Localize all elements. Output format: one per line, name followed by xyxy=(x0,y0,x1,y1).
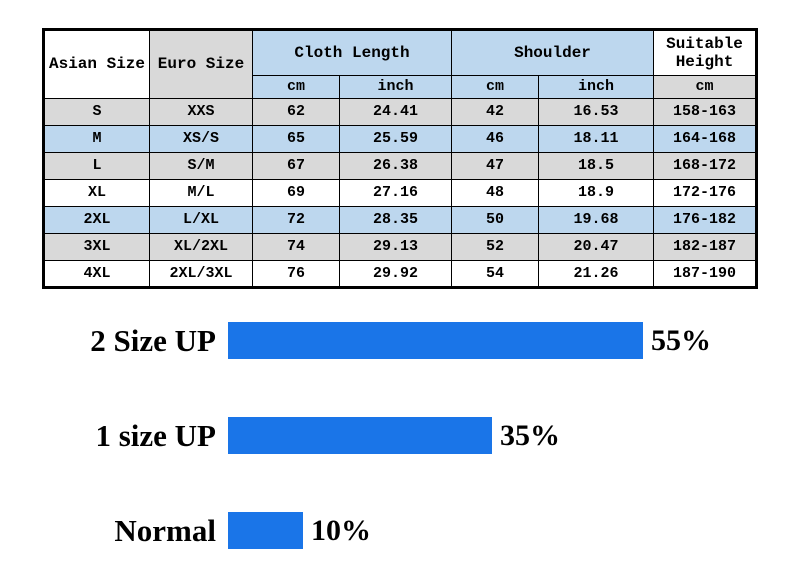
cell-shoulder-cm: 50 xyxy=(451,206,539,234)
chart-row: 2 Size UP 55% xyxy=(42,322,800,359)
subheader-shoulder-cm: cm xyxy=(451,75,539,99)
col-header-asian-size: Asian Size xyxy=(43,29,150,99)
table-row: 3XL XL/2XL 74 29.13 52 20.47 182-187 xyxy=(43,233,757,261)
table-row: XL M/L 69 27.16 48 18.9 172-176 xyxy=(43,179,757,207)
cell-asian-size: 4XL xyxy=(43,260,150,288)
cell-shoulder-cm: 46 xyxy=(451,125,539,153)
chart-category-label: 2 Size UP xyxy=(90,322,216,358)
cell-euro-size: S/M xyxy=(149,152,253,180)
cell-cloth-inch: 29.13 xyxy=(339,233,452,261)
cell-shoulder-inch: 20.47 xyxy=(538,233,654,261)
chart-value-label: 10% xyxy=(311,513,371,547)
table-row: M XS/S 65 25.59 46 18.11 164-168 xyxy=(43,125,757,153)
cell-shoulder-inch: 18.9 xyxy=(538,179,654,207)
cell-height: 187-190 xyxy=(653,260,757,288)
chart-value-label: 55% xyxy=(651,323,711,357)
cell-shoulder-inch: 18.11 xyxy=(538,125,654,153)
cell-shoulder-inch: 21.26 xyxy=(538,260,654,288)
cell-asian-size: 2XL xyxy=(43,206,150,234)
cell-shoulder-inch: 19.68 xyxy=(538,206,654,234)
bar xyxy=(228,322,643,359)
cell-height: 168-172 xyxy=(653,152,757,180)
cell-asian-size: XL xyxy=(43,179,150,207)
cell-euro-size: 2XL/3XL xyxy=(149,260,253,288)
subheader-shoulder-inch: inch xyxy=(538,75,654,99)
cell-shoulder-inch: 18.5 xyxy=(538,152,654,180)
cell-cloth-cm: 74 xyxy=(252,233,340,261)
table-row: S XXS 62 24.41 42 16.53 158-163 xyxy=(43,98,757,126)
cell-height: 182-187 xyxy=(653,233,757,261)
cell-cloth-cm: 69 xyxy=(252,179,340,207)
table-subheader-row: cm inch cm inch cm xyxy=(44,75,757,99)
cell-shoulder-cm: 54 xyxy=(451,260,539,288)
col-header-cloth-length: Cloth Length xyxy=(252,29,452,76)
cell-euro-size: L/XL xyxy=(149,206,253,234)
cell-euro-size: M/L xyxy=(149,179,253,207)
cell-height: 164-168 xyxy=(653,125,757,153)
cell-euro-size: XXS xyxy=(149,98,253,126)
table-row: 4XL 2XL/3XL 76 29.92 54 21.26 187-190 xyxy=(43,260,757,288)
col-header-shoulder: Shoulder xyxy=(451,29,654,76)
cell-cloth-inch: 27.16 xyxy=(339,179,452,207)
cell-asian-size: M xyxy=(43,125,150,153)
cell-height: 176-182 xyxy=(653,206,757,234)
chart-value-label: 35% xyxy=(500,418,560,452)
table-row: L S/M 67 26.38 47 18.5 168-172 xyxy=(43,152,757,180)
cell-cloth-cm: 76 xyxy=(252,260,340,288)
col-header-euro-size: Euro Size xyxy=(149,29,253,99)
subheader-height-cm: cm xyxy=(653,75,757,99)
cell-cloth-cm: 62 xyxy=(252,98,340,126)
cell-height: 158-163 xyxy=(653,98,757,126)
bar xyxy=(228,417,492,454)
cell-euro-size: XS/S xyxy=(149,125,253,153)
cell-cloth-inch: 26.38 xyxy=(339,152,452,180)
cell-cloth-cm: 67 xyxy=(252,152,340,180)
cell-cloth-inch: 29.92 xyxy=(339,260,452,288)
cell-euro-size: XL/2XL xyxy=(149,233,253,261)
size-chart-page: Asian Size Euro Size Cloth Length Should… xyxy=(42,28,800,549)
table-header-row: Asian Size Euro Size Cloth Length Should… xyxy=(43,29,757,99)
chart-row: Normal 10% xyxy=(42,512,800,549)
chart-row: 1 size UP 35% xyxy=(42,417,800,454)
cell-shoulder-cm: 47 xyxy=(451,152,539,180)
cell-shoulder-cm: 42 xyxy=(451,98,539,126)
size-table: Asian Size Euro Size Cloth Length Should… xyxy=(42,28,758,289)
chart-category-label: 1 size UP xyxy=(95,417,216,453)
cell-shoulder-cm: 48 xyxy=(451,179,539,207)
col-header-suitable-height: Suitable Height xyxy=(653,29,757,76)
bar xyxy=(228,512,303,549)
cell-cloth-cm: 72 xyxy=(252,206,340,234)
cell-shoulder-cm: 52 xyxy=(451,233,539,261)
chart-category-label: Normal xyxy=(114,512,216,548)
cell-cloth-inch: 24.41 xyxy=(339,98,452,126)
cell-asian-size: 3XL xyxy=(43,233,150,261)
cell-height: 172-176 xyxy=(653,179,757,207)
cell-cloth-inch: 25.59 xyxy=(339,125,452,153)
cell-asian-size: S xyxy=(43,98,150,126)
size-up-bar-chart: 2 Size UP 55% 1 size UP 35% Normal 10% xyxy=(42,322,800,549)
cell-asian-size: L xyxy=(43,152,150,180)
cell-cloth-inch: 28.35 xyxy=(339,206,452,234)
cell-cloth-cm: 65 xyxy=(252,125,340,153)
subheader-cloth-inch: inch xyxy=(339,75,452,99)
subheader-cloth-cm: cm xyxy=(252,75,340,99)
cell-shoulder-inch: 16.53 xyxy=(538,98,654,126)
table-row: 2XL L/XL 72 28.35 50 19.68 176-182 xyxy=(43,206,757,234)
